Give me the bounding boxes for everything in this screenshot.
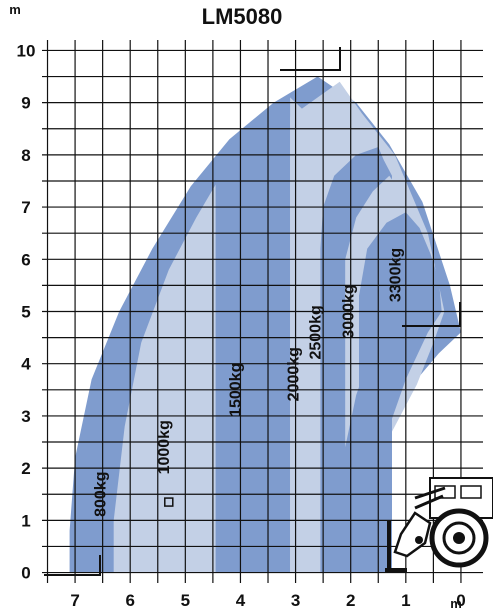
y-tick-label: 1 (21, 511, 30, 530)
x-tick-label: 7 (70, 591, 79, 610)
max-height-marker (280, 47, 341, 71)
chart-title: LM5080 (202, 4, 283, 29)
boom-markers (44, 47, 461, 576)
x-tick-label: 5 (181, 591, 190, 610)
x-tick-label: 6 (125, 591, 134, 610)
y-tick-label: 6 (21, 250, 30, 269)
zone-label: 1500kg (227, 363, 244, 417)
y-tick-label: 5 (21, 303, 30, 322)
y-tick-label: 9 (21, 94, 30, 113)
zone-label: 3300kg (387, 248, 404, 302)
ground-marker (44, 555, 101, 576)
y-tick-label: 10 (17, 41, 36, 60)
y-tick-label: 4 (21, 355, 31, 374)
load-zones (69, 76, 461, 573)
y-tick-label: 2 (21, 459, 30, 478)
x-tick-label: 1 (401, 591, 410, 610)
max-reach-marker (402, 302, 461, 327)
zone-label: 1000kg (156, 420, 173, 474)
zone-1500kg (215, 97, 291, 573)
grid-lines (42, 40, 483, 583)
x-tick-label: 2 (346, 591, 355, 610)
zone-label: 3000kg (341, 284, 358, 338)
x-tick-label: 3 (291, 591, 300, 610)
x-tick-label: 0 (456, 591, 465, 610)
telehandler-icon (385, 477, 493, 573)
zone-3300kg (359, 212, 442, 573)
y-tick-label: 3 (21, 407, 30, 426)
zone-label: 800kg (92, 472, 109, 517)
y-tick-label: 0 (21, 564, 30, 583)
zone-label: 2000kg (285, 347, 302, 401)
y-tick-label: 8 (21, 146, 30, 165)
y-tick-label: 7 (21, 198, 30, 217)
x-axis-unit: m (450, 596, 462, 611)
zone-labels: 800kg 1000kg 1500kg 2000kg 2500kg 3000kg 3300k… (92, 248, 404, 517)
x-tick-label: 4 (236, 591, 246, 610)
load-center-marker (164, 497, 174, 507)
x-axis-ticks: 7 6 5 4 3 2 1 0 (70, 591, 465, 610)
zone-2000kg (290, 97, 321, 573)
y-axis-unit: m (9, 2, 21, 17)
zone-label: 2500kg (307, 305, 324, 359)
